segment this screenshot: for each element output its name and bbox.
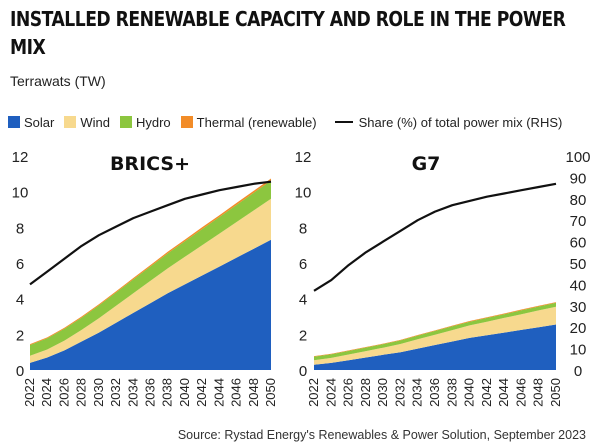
brics-xtick-label: 2024 <box>39 378 54 407</box>
brics-ytick-label: 4 <box>16 292 24 309</box>
brics-xtick-label: 2042 <box>194 378 209 407</box>
g7-xtick-label: 2040 <box>462 378 477 407</box>
g7-panel-title: G7 <box>412 153 441 175</box>
legend-label-solar: Solar <box>24 114 55 130</box>
g7-xtick-label: 2028 <box>358 378 373 407</box>
legend-item-solar: Solar <box>8 115 54 130</box>
g7-xtick-label: 2042 <box>479 378 494 407</box>
chart-title: INSTALLED RENEWABLE CAPACITY AND ROLE IN… <box>10 7 566 59</box>
brics-ytick-label: 6 <box>16 256 24 273</box>
legend-item-share: Share (%) of total power mix (RHS) <box>327 114 563 130</box>
g7-y2tick-label: 90 <box>570 170 587 187</box>
g7-xtick-label: 2030 <box>375 378 390 407</box>
brics-xtick-label: 2034 <box>125 378 140 407</box>
legend-swatch-thermal <box>180 116 193 128</box>
brics-xtick-label: 2046 <box>229 378 244 407</box>
g7-ytick-label: 0 <box>299 363 307 380</box>
brics-xtick-label: 2038 <box>160 378 175 407</box>
brics-ytick-label: 0 <box>16 363 24 380</box>
brics-xtick-label: 2030 <box>91 378 106 407</box>
brics-area-hydro <box>30 180 271 356</box>
legend-label-share: Share (%) of total power mix (RHS) <box>358 114 563 130</box>
brics-area-wind <box>30 198 271 363</box>
legend-label-hydro: Hydro <box>135 114 171 130</box>
g7-y2tick-label: 50 <box>570 256 587 273</box>
brics-xtick-label: 2022 <box>22 378 37 407</box>
brics-xtick-label: 2036 <box>143 378 158 407</box>
g7-xtick-label: 2032 <box>392 378 407 407</box>
g7-xtick-label: 2034 <box>410 378 425 407</box>
g7-area-wind <box>314 306 556 365</box>
g7-area-solar <box>314 324 556 370</box>
g7-ytick-label: 10 <box>295 185 312 202</box>
brics-ytick-label: 2 <box>16 327 24 344</box>
legend-item-hydro: Hydro <box>119 114 171 130</box>
g7-xtick-label: 2036 <box>427 378 442 407</box>
brics-share-line <box>29 180 272 286</box>
g7-share-line <box>313 182 557 292</box>
g7-xtick-label: 2024 <box>323 378 338 407</box>
g7-area-thermal <box>314 302 556 357</box>
g7-ytick-label: 2 <box>299 327 307 344</box>
g7-y2tick-label: 100 <box>565 149 590 166</box>
legend-item-wind: Wind <box>64 115 110 130</box>
g7-xtick-label: 2044 <box>496 378 511 407</box>
g7-y2tick-label: 40 <box>570 277 587 294</box>
g7-y2tick-label: 70 <box>570 213 587 230</box>
brics-panel-title: BRICS+ <box>110 153 190 175</box>
brics-ytick-label: 8 <box>16 220 24 237</box>
brics-xtick-label: 2044 <box>211 378 226 407</box>
legend-item-thermal: Thermal (renewable) <box>180 114 317 130</box>
g7-xtick-label: 2026 <box>341 378 356 407</box>
legend-label-wind: Wind <box>80 114 110 130</box>
legend-swatch-solar <box>8 116 20 128</box>
unit-label: Terrawats (TW) <box>10 73 106 89</box>
legend: Solar Wind Hydro Thermal (renewable) Sha… <box>8 112 598 132</box>
source-note: Source: Rystad Energy's Renewables & Pow… <box>177 428 586 442</box>
brics-xtick-label: 2032 <box>108 378 123 407</box>
g7-ytick-label: 6 <box>299 256 307 273</box>
legend-label-thermal: Thermal (renewable) <box>196 114 317 130</box>
brics-xtick-label: 2028 <box>74 378 89 407</box>
brics-xtick-label: 2048 <box>246 378 261 407</box>
g7-xtick-label: 2022 <box>306 378 321 407</box>
g7-xtick-label: 2046 <box>513 378 528 407</box>
g7-ytick-label: 8 <box>299 220 307 237</box>
legend-line-share <box>334 121 353 123</box>
brics-xtick-label: 2026 <box>56 378 71 407</box>
g7-xtick-label: 2038 <box>444 378 459 407</box>
g7-xtick-label: 2050 <box>548 378 563 407</box>
brics-xtick-label: 2040 <box>177 378 192 407</box>
brics-ytick-label: 10 <box>12 185 29 202</box>
brics-ytick-label: 12 <box>12 149 29 166</box>
g7-y2tick-label: 20 <box>570 320 587 337</box>
legend-swatch-hydro <box>119 116 132 128</box>
g7-xtick-label: 2048 <box>531 378 546 407</box>
brics-area-solar <box>30 239 271 370</box>
g7-y2tick-label: 10 <box>570 342 587 359</box>
legend-swatch-wind <box>64 116 77 128</box>
g7-ytick-label: 12 <box>295 149 312 166</box>
g7-area-hydro <box>314 302 556 361</box>
g7-y2tick-label: 60 <box>570 235 587 252</box>
g7-ytick-label: 4 <box>299 292 307 309</box>
g7-y2tick-label: 0 <box>574 363 582 380</box>
g7-y2tick-label: 30 <box>570 299 587 316</box>
g7-y2tick-label: 80 <box>570 192 587 209</box>
brics-xtick-label: 2050 <box>263 378 278 407</box>
